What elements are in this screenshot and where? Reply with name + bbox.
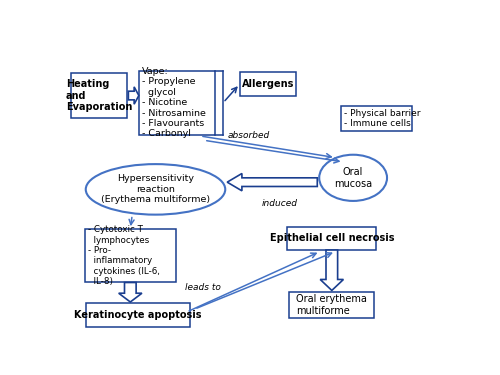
Text: Vape:
- Propylene
  glycol
- Nicotine
- Nitrosamine
- Flavourants
- Carbonyl: Vape: - Propylene glycol - Nicotine - Ni… <box>142 67 206 138</box>
FancyBboxPatch shape <box>340 106 412 131</box>
Ellipse shape <box>86 164 225 214</box>
FancyBboxPatch shape <box>71 73 128 118</box>
Text: - Physical barrier
- Immune cells: - Physical barrier - Immune cells <box>344 109 420 128</box>
FancyArrow shape <box>118 282 142 302</box>
Text: Allergens: Allergens <box>242 79 294 89</box>
FancyBboxPatch shape <box>139 71 214 135</box>
Text: Oral
mucosa: Oral mucosa <box>334 167 372 189</box>
FancyBboxPatch shape <box>85 229 176 282</box>
Text: Heating
and
Evaporation: Heating and Evaporation <box>66 79 132 112</box>
Text: Keratinocyte apoptosis: Keratinocyte apoptosis <box>74 310 202 320</box>
Text: - Cytotoxic T
  lymphocytes
- Pro-
  inflammatory
  cytokines (IL-6,
  IL-8): - Cytotoxic T lymphocytes - Pro- inflamm… <box>88 225 160 286</box>
FancyArrow shape <box>320 250 344 290</box>
Ellipse shape <box>319 155 387 201</box>
FancyBboxPatch shape <box>287 227 376 250</box>
FancyBboxPatch shape <box>289 292 374 318</box>
Text: induced: induced <box>262 199 298 208</box>
Text: absorbed: absorbed <box>228 131 270 140</box>
FancyBboxPatch shape <box>240 72 296 96</box>
Text: Oral erythema
multiforme: Oral erythema multiforme <box>296 294 367 316</box>
Text: Hypersensitivity
reaction
(Erythema multiforme): Hypersensitivity reaction (Erythema mult… <box>101 174 210 204</box>
Text: Epithelial cell necrosis: Epithelial cell necrosis <box>270 234 394 243</box>
FancyBboxPatch shape <box>86 303 190 327</box>
FancyArrow shape <box>227 174 318 191</box>
FancyArrow shape <box>128 87 139 104</box>
Text: leads to: leads to <box>184 283 220 292</box>
